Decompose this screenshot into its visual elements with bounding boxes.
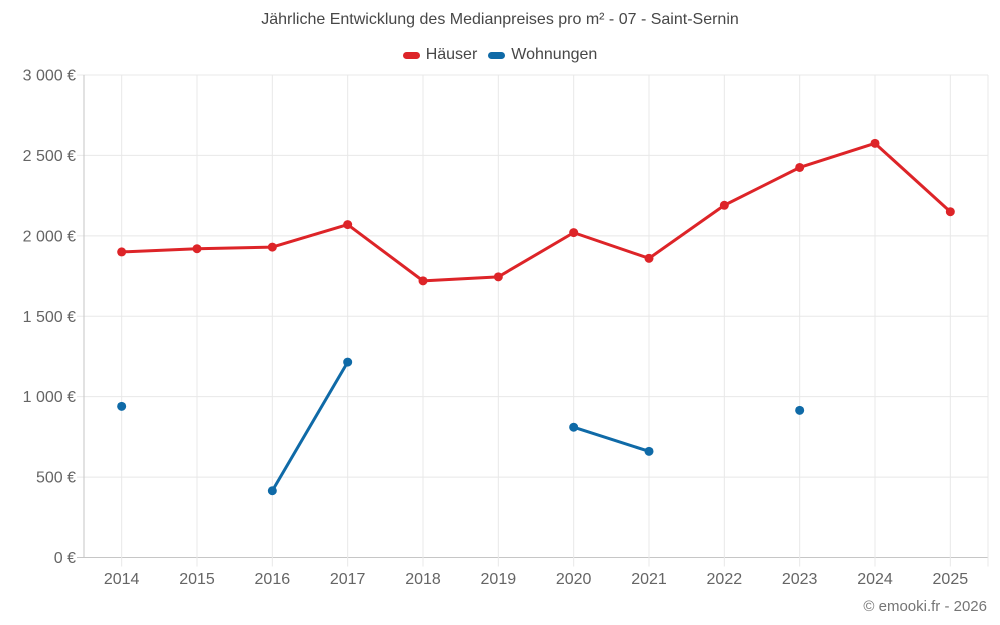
wohnungen-point-2021[interactable]	[644, 446, 654, 456]
y-tick-label: 2 000 €	[23, 228, 76, 245]
hauser-point-2023[interactable]	[795, 162, 805, 172]
legend: Häuser Wohnungen	[0, 45, 1000, 65]
x-tick-label: 2022	[707, 571, 743, 588]
y-tick-label: 3 000 €	[23, 68, 76, 85]
wohnungen-point-2014[interactable]	[117, 401, 127, 411]
wohnungen-point-2017[interactable]	[343, 357, 353, 367]
hauser-point-2025[interactable]	[945, 207, 955, 217]
hauser-point-2015[interactable]	[192, 244, 202, 254]
legend-label: Häuser	[425, 46, 478, 63]
legend-swatch-icon	[402, 51, 420, 59]
legend-item-wohnungen[interactable]: Wohnungen	[488, 45, 597, 65]
wohnungen-point-2023[interactable]	[795, 405, 805, 415]
hauser-point-2024[interactable]	[870, 138, 880, 148]
hauser-point-2018[interactable]	[418, 276, 428, 286]
hauser-point-2017[interactable]	[343, 220, 353, 230]
hauser-point-2016[interactable]	[267, 242, 277, 252]
wohnungen-line	[572, 425, 651, 453]
copyright: © emooki.fr - 2026	[863, 598, 987, 615]
y-tick-label: 2 500 €	[23, 148, 76, 165]
x-tick-label: 2024	[857, 571, 893, 588]
x-tick-label: 2018	[405, 571, 441, 588]
wohnungen-point-2020[interactable]	[569, 422, 579, 432]
hauser-point-2020[interactable]	[569, 228, 579, 238]
legend-swatch-icon	[488, 51, 506, 59]
y-tick-label: 0 €	[54, 550, 76, 567]
wohnungen-point-2016[interactable]	[267, 486, 277, 496]
x-tick-label: 2014	[104, 571, 140, 588]
hauser-point-2019[interactable]	[493, 272, 503, 282]
chart-title: Jährliche Entwicklung des Medianpreises …	[261, 11, 739, 28]
x-tick-label: 2021	[631, 571, 667, 588]
x-tick-label: 2025	[933, 571, 969, 588]
x-tick-label: 2015	[179, 571, 215, 588]
hauser-point-2014[interactable]	[117, 247, 127, 257]
y-tick-label: 500 €	[36, 470, 76, 487]
hauser-point-2022[interactable]	[719, 200, 729, 210]
hauser-line	[120, 141, 952, 283]
y-tick-label: 1 500 €	[23, 309, 76, 326]
x-tick-label: 2019	[481, 571, 517, 588]
hauser-point-2021[interactable]	[644, 253, 654, 263]
x-tick-label: 2023	[782, 571, 818, 588]
legend-label: Wohnungen	[511, 46, 598, 63]
y-tick-label: 1 000 €	[23, 389, 76, 406]
x-tick-label: 2016	[255, 571, 291, 588]
wohnungen-line	[270, 360, 350, 493]
legend-item-hauser[interactable]: Häuser	[402, 45, 478, 65]
x-tick-label: 2020	[556, 571, 592, 588]
x-tick-label: 2017	[330, 571, 366, 588]
